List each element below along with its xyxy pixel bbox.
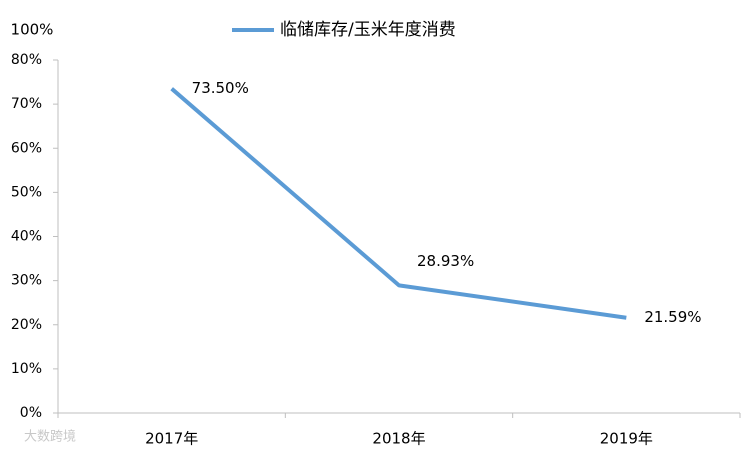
x-tick-label: 2019年 (600, 430, 653, 448)
data-label: 73.50% (192, 79, 249, 97)
y-tick-label: 50% (11, 184, 42, 200)
x-tick-label: 2017年 (145, 430, 198, 448)
y-tick-label: 80% (11, 52, 42, 68)
y-tick-label: 60% (11, 140, 42, 156)
y-tick-label: 40% (11, 229, 42, 245)
legend-label: 临储库存/玉米年度消费 (280, 20, 456, 40)
annotation: 100% (11, 21, 54, 39)
y-tick-label: 70% (11, 96, 42, 112)
data-label: 21.59% (644, 308, 701, 326)
data-label: 28.93% (417, 252, 474, 270)
y-tick-label: 20% (11, 317, 42, 333)
line (170, 87, 627, 320)
y-tick-label: 10% (11, 361, 42, 377)
watermark: 大数跨境 (24, 430, 76, 445)
y-tick-label: 0% (20, 405, 42, 421)
y-tick-label: 30% (11, 273, 42, 289)
x-tick-label: 2018年 (372, 430, 425, 448)
